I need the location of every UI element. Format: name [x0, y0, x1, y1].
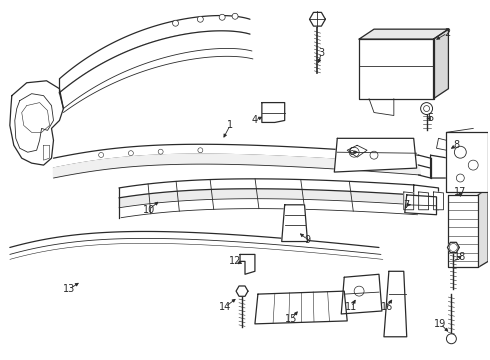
Circle shape: [349, 147, 359, 157]
Polygon shape: [434, 29, 448, 99]
Circle shape: [128, 151, 133, 156]
Polygon shape: [119, 199, 417, 218]
Circle shape: [402, 54, 412, 64]
Circle shape: [468, 160, 478, 170]
Text: 7: 7: [404, 200, 410, 210]
Polygon shape: [59, 15, 250, 93]
Circle shape: [354, 286, 364, 296]
Text: 10: 10: [143, 205, 155, 215]
Text: 3: 3: [318, 48, 324, 58]
Text: 9: 9: [304, 234, 311, 244]
Polygon shape: [59, 31, 252, 109]
Text: 18: 18: [454, 252, 466, 262]
Polygon shape: [384, 271, 407, 337]
Circle shape: [198, 148, 203, 153]
Circle shape: [449, 243, 457, 251]
Polygon shape: [310, 12, 325, 26]
Text: 17: 17: [454, 187, 466, 197]
Polygon shape: [431, 155, 450, 178]
Polygon shape: [478, 188, 488, 267]
Polygon shape: [359, 39, 434, 99]
Circle shape: [379, 54, 389, 64]
Polygon shape: [434, 192, 443, 210]
Polygon shape: [119, 179, 414, 198]
Circle shape: [370, 151, 378, 159]
Polygon shape: [418, 192, 429, 210]
Circle shape: [98, 153, 103, 157]
Polygon shape: [282, 205, 308, 242]
Polygon shape: [334, 138, 416, 172]
Circle shape: [219, 14, 225, 20]
Polygon shape: [53, 144, 418, 168]
Text: 13: 13: [63, 284, 75, 294]
Circle shape: [456, 174, 465, 182]
Polygon shape: [447, 242, 459, 253]
Polygon shape: [10, 81, 63, 165]
Polygon shape: [359, 29, 448, 39]
Polygon shape: [10, 231, 381, 255]
Circle shape: [158, 149, 163, 154]
Text: 2: 2: [444, 28, 450, 38]
Polygon shape: [53, 154, 420, 178]
Text: 4: 4: [252, 116, 258, 126]
Circle shape: [454, 146, 466, 158]
Polygon shape: [405, 195, 437, 215]
Text: 5: 5: [427, 113, 434, 123]
Text: 1: 1: [227, 121, 233, 130]
Text: 19: 19: [434, 319, 446, 329]
Text: 8: 8: [453, 140, 460, 150]
Polygon shape: [240, 255, 255, 274]
Circle shape: [446, 334, 456, 344]
Polygon shape: [255, 291, 347, 324]
Text: 15: 15: [286, 314, 298, 324]
Circle shape: [172, 20, 178, 26]
Polygon shape: [448, 195, 478, 267]
Text: 12: 12: [229, 256, 241, 266]
Polygon shape: [341, 274, 382, 314]
Polygon shape: [404, 192, 414, 210]
Circle shape: [380, 75, 388, 83]
Circle shape: [197, 16, 203, 22]
Text: 14: 14: [219, 302, 231, 312]
Polygon shape: [119, 189, 416, 208]
Text: 6: 6: [348, 147, 354, 157]
Polygon shape: [262, 103, 285, 122]
Text: 16: 16: [381, 302, 393, 312]
Polygon shape: [446, 132, 488, 192]
Circle shape: [232, 13, 238, 19]
Polygon shape: [236, 286, 248, 296]
Circle shape: [424, 105, 430, 112]
Circle shape: [420, 103, 433, 114]
Circle shape: [403, 75, 411, 83]
Text: 11: 11: [345, 302, 357, 312]
Polygon shape: [414, 185, 439, 210]
